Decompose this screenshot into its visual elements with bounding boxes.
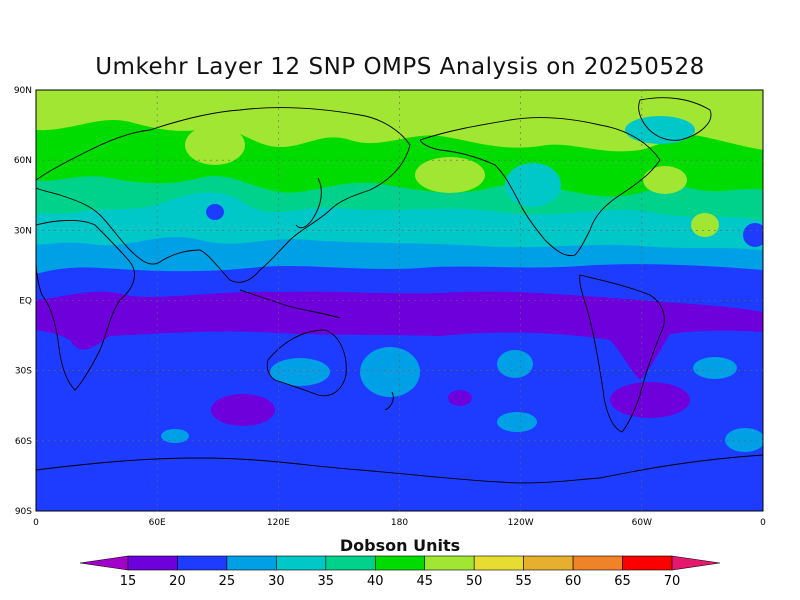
colorbar-tick-label: 35 <box>318 574 335 589</box>
blob-45-50-azores <box>691 213 719 237</box>
colorbar-tick-label: 20 <box>169 574 186 589</box>
colorbar-segment <box>177 555 228 571</box>
colorbar-segment <box>572 555 623 571</box>
colorbar-tick-label: 45 <box>416 574 433 589</box>
lat-label: 90N <box>14 86 32 96</box>
colorbar <box>79 555 721 571</box>
colorbar-segment <box>276 555 327 571</box>
lon-label: 120E <box>267 518 290 528</box>
colorbar-tick-label: 65 <box>614 574 631 589</box>
colorbar-segment <box>325 555 376 571</box>
colorbar-segment <box>226 555 277 571</box>
colorbar-segment <box>374 555 426 571</box>
lat-label: 60S <box>15 437 32 447</box>
lat-label: EQ <box>19 297 32 307</box>
lat-label: 90S <box>15 507 32 517</box>
lon-label: 60E <box>149 518 166 528</box>
coast-indonesia <box>239 289 341 319</box>
lon-label: 60W <box>632 518 652 528</box>
colorbar-tick-label: 15 <box>120 574 137 589</box>
blob-25-30-south <box>497 412 537 432</box>
colorbar-tick-label: 50 <box>466 574 483 589</box>
blob-15-20-pacific <box>448 390 472 406</box>
colorbar-tick-label: 60 <box>565 574 582 589</box>
blob-25-30-tasman <box>360 347 420 397</box>
coast-australia <box>266 329 347 397</box>
map-title: Umkehr Layer 12 SNP OMPS Analysis on 202… <box>95 54 705 80</box>
colorbar-tick-label: 55 <box>515 574 532 589</box>
blob-15-20-indian <box>211 394 275 426</box>
latitude-labels: 90N 60N 30N EQ 30S 60S 90S <box>14 86 32 517</box>
gridlines <box>36 90 763 511</box>
blob-30-35-namerica <box>505 163 561 207</box>
colorbar-tick-label: 25 <box>219 574 236 589</box>
colorbar-segment <box>523 555 574 571</box>
colorbar-segment <box>473 555 524 571</box>
blob-25-30-satlantic <box>693 357 737 379</box>
colorbar-segment <box>424 555 475 571</box>
colorbar-left-arrow <box>79 555 129 571</box>
lat-label: 30N <box>14 226 32 236</box>
colorbar-tick-labels: 15 20 25 30 35 40 45 50 55 60 65 70 <box>120 574 681 589</box>
colorbar-segment <box>127 555 178 571</box>
blob-45-50-siberia <box>185 125 245 165</box>
longitude-labels: 0 60E 120E 180 120W 60W 0 <box>33 518 766 528</box>
colorbar-tick-label: 70 <box>664 574 681 589</box>
colorbar-right-arrow <box>671 555 721 571</box>
blob-45-50-pacific <box>415 157 485 193</box>
coast-nz <box>384 391 394 411</box>
blob-20-25-tibet <box>206 204 224 220</box>
lon-label: 180 <box>391 518 408 528</box>
coast-eurasia <box>36 107 411 283</box>
blob-25-30-spacific <box>497 350 533 378</box>
coast-africa <box>36 220 135 391</box>
lon-label: 120W <box>508 518 534 528</box>
lon-label: 0 <box>33 518 39 528</box>
blob-30-35-greenland <box>625 116 695 144</box>
colorbar-title: Dobson Units <box>339 536 461 555</box>
coastlines <box>36 97 763 484</box>
blob-25-30-sindian <box>161 429 189 443</box>
coast-namerica <box>419 117 661 257</box>
blob-45-50-atlantic <box>643 166 687 194</box>
band-15-20 <box>36 291 763 380</box>
blob-25-30-australia <box>270 358 330 386</box>
lat-label: 30S <box>15 367 32 377</box>
coast-antarctica <box>36 454 763 484</box>
coast-japan <box>295 177 322 229</box>
colorbar-tick-label: 30 <box>268 574 285 589</box>
blob-15-20-sa <box>610 382 690 418</box>
blob-25-30-sw <box>725 428 763 452</box>
blob-20-25-east <box>743 223 763 247</box>
colorbar-tick-label: 40 <box>367 574 384 589</box>
colorbar-segment <box>622 555 673 571</box>
coast-greenland <box>638 97 712 141</box>
lat-label: 60N <box>14 156 32 166</box>
coast-samerica <box>579 274 665 433</box>
lon-label: 0 <box>760 518 766 528</box>
